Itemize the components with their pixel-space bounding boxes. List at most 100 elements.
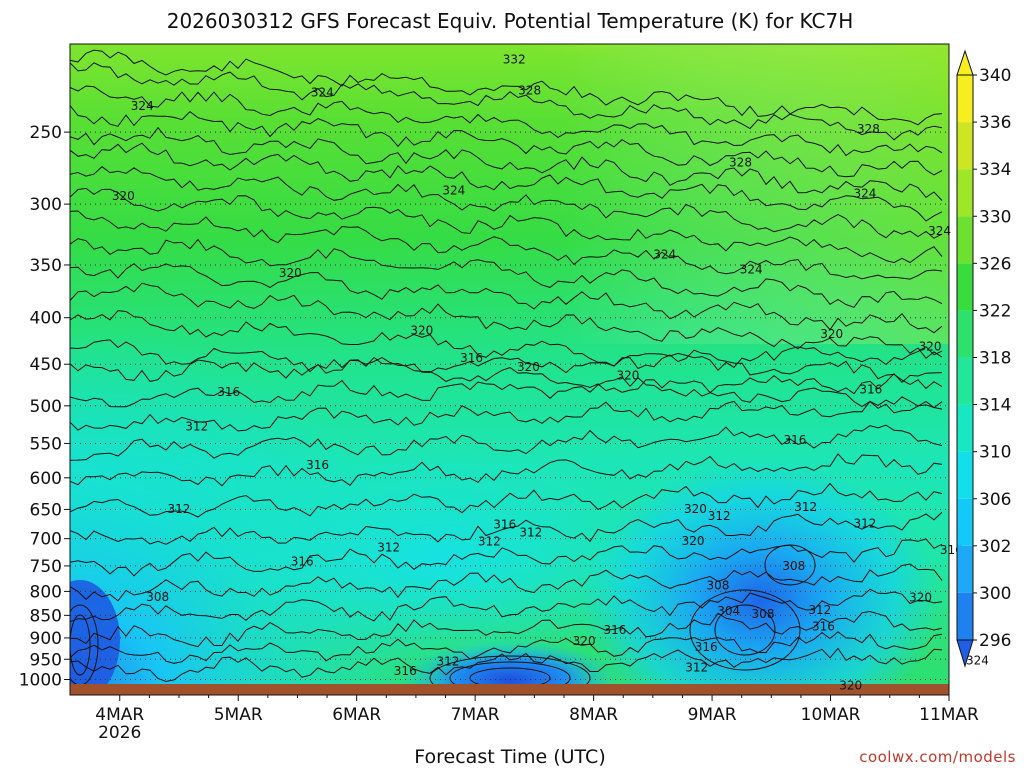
contour-label: 308 — [782, 559, 805, 573]
x-tick-label: 6MAR — [332, 705, 381, 725]
colorbar-segment — [957, 263, 973, 311]
contour-label: 316 — [859, 383, 882, 397]
colorbar-label: 334 — [979, 160, 1011, 180]
contour-label: 324 — [966, 654, 989, 668]
contour-label: 328 — [729, 156, 752, 170]
credit-text[interactable]: coolwx.com/models — [859, 748, 1016, 766]
contour-line — [70, 647, 943, 683]
colorbar-label: 302 — [979, 537, 1011, 557]
contour-line — [70, 126, 943, 201]
x-tick-year: 2026 — [98, 723, 141, 743]
contour-line — [70, 62, 943, 141]
x-tick-label: 5MAR — [214, 705, 263, 725]
colorbar-label: 306 — [979, 490, 1011, 510]
contour-label: 312 — [808, 603, 831, 617]
contour-label: 316 — [493, 517, 516, 531]
x-tick-label: 9MAR — [688, 705, 737, 725]
contour-label: 316 — [291, 555, 314, 569]
y-tick-label: 300 — [30, 195, 62, 215]
x-tick-label: 8MAR — [569, 705, 618, 725]
y-tick-label: 450 — [30, 355, 62, 375]
colorbar-segment — [957, 545, 973, 593]
y-tick-label: 650 — [30, 500, 62, 520]
colorbar-segment — [957, 310, 973, 358]
contour-label: 312 — [794, 500, 817, 514]
contour-line — [70, 105, 943, 178]
contour-label: 320 — [573, 634, 596, 648]
x-axis: 4MAR 5MAR 6MAR 7MAR 8MAR 9MAR 10MAR 11MAR 2026 — [95, 695, 979, 743]
colorbar-segment — [957, 169, 973, 217]
colorbar: 296 300 302 306 310 314 318 322 326 330 334 336 340 — [956, 49, 1011, 668]
contour-label: 320 — [517, 360, 540, 374]
chart-title: 2026030312 GFS Forecast Equiv. Potential… — [167, 9, 854, 33]
contour-label: 320 — [919, 339, 942, 353]
contour-line — [70, 453, 943, 487]
contour-label: 324 — [653, 248, 676, 262]
contour-label: 312 — [853, 517, 876, 531]
contour-line — [70, 563, 943, 602]
contour-line — [70, 282, 943, 360]
colorbar-segment — [957, 216, 973, 264]
y-tick-label: 350 — [30, 256, 62, 276]
y-tick-label: 900 — [30, 629, 62, 649]
contour-lines — [70, 49, 943, 695]
contour-line — [70, 263, 943, 334]
contour-line — [70, 396, 943, 432]
contour-label: 328 — [857, 122, 880, 136]
colorbar-segment — [957, 592, 973, 640]
contour-line — [70, 588, 943, 623]
plot-field — [70, 44, 949, 695]
colorbar-label: 300 — [979, 584, 1011, 604]
y-tick-label: 850 — [30, 606, 62, 626]
colorbar-label: 314 — [979, 396, 1011, 416]
contour-label: 320 — [279, 266, 302, 280]
contour-line — [70, 85, 943, 157]
x-tick-label: 4MAR — [95, 705, 144, 725]
contour-line — [70, 372, 943, 408]
contour-label: 308 — [146, 590, 169, 604]
colorbar-segment — [957, 122, 973, 170]
contour-label: 316 — [812, 619, 835, 633]
colorbar-top-arrow — [956, 49, 974, 76]
contour-label: 316 — [603, 623, 626, 637]
contour-loop — [714, 604, 776, 656]
contour-label: 316 — [217, 385, 240, 399]
contour-label: 308 — [707, 578, 730, 592]
contour-line — [70, 538, 943, 577]
contour-label: 332 — [503, 52, 526, 66]
colorbar-label: 326 — [979, 254, 1011, 274]
colorbar-label: 330 — [979, 207, 1011, 227]
contour-label: 316 — [394, 664, 417, 678]
contour-line — [70, 511, 943, 545]
contour-label: 324 — [740, 262, 763, 276]
plot-frame — [69, 43, 950, 696]
contour-line — [70, 346, 943, 382]
contour-line — [70, 482, 943, 518]
y-tick-label: 800 — [30, 582, 62, 602]
colorbar-label: 336 — [979, 113, 1011, 133]
y-tick-label: 550 — [30, 434, 62, 454]
contour-line — [70, 310, 943, 390]
x-tick-label: 7MAR — [451, 705, 500, 725]
contour-label: 316 — [695, 640, 718, 654]
contour-loop — [429, 655, 591, 695]
contour-label: 308 — [752, 607, 775, 621]
contour-label: 324 — [928, 224, 951, 238]
colorbar-segment — [957, 498, 973, 546]
colorbar-label: 318 — [979, 349, 1011, 369]
contour-label: 316 — [784, 433, 807, 447]
contour-label: 316 — [306, 458, 329, 472]
colorbar-segment — [957, 451, 973, 499]
contour-label: 312 — [436, 655, 459, 669]
contour-line — [70, 238, 943, 308]
y-axis: 250 300 350 400 450 500 550 600 650 700 750 800 850 9… — [19, 123, 70, 691]
x-tick-label: 11MAR — [919, 705, 979, 725]
contour-label: 320 — [909, 590, 932, 604]
contour-label: 312 — [377, 541, 400, 555]
contour-label: 312 — [519, 525, 542, 539]
colorbar-label: 296 — [979, 631, 1011, 651]
x-axis-title: Forecast Time (UTC) — [414, 746, 605, 768]
colorbar-label: 322 — [979, 301, 1011, 321]
y-tick-label: 700 — [30, 530, 62, 550]
